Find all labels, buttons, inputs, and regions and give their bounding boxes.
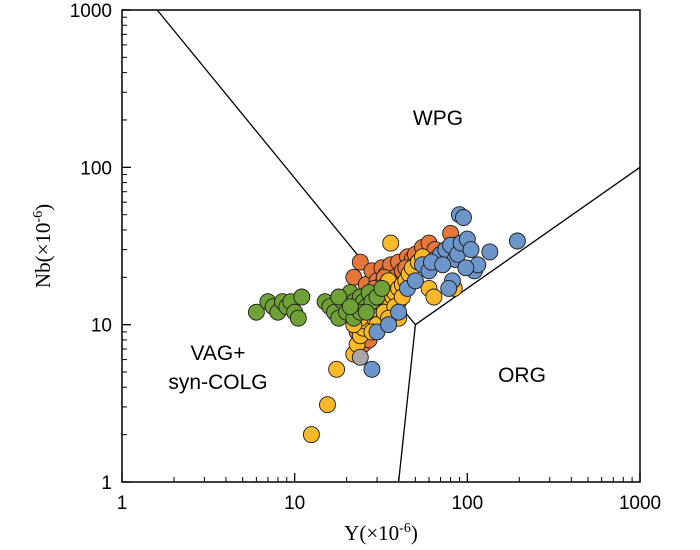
plot-frame bbox=[121, 9, 641, 483]
y-axis-label-exponent: -6 bbox=[31, 211, 46, 223]
data-point bbox=[328, 360, 346, 378]
region-label-vag: syn-COLG bbox=[168, 371, 267, 394]
x-axis-label: Y(×10-6) bbox=[344, 521, 418, 545]
field-boundary-line bbox=[415, 166, 641, 326]
data-point bbox=[247, 303, 265, 321]
data-point bbox=[341, 298, 359, 316]
x-axis-label-exponent: -6 bbox=[399, 521, 411, 536]
region-label-org: ORG bbox=[498, 364, 546, 387]
data-point bbox=[462, 241, 480, 259]
data-point bbox=[406, 272, 424, 290]
y-axis-ticks: 1 10 100 1000 bbox=[70, 1, 131, 494]
data-point bbox=[481, 243, 499, 261]
data-point bbox=[289, 309, 307, 327]
y-tick-label: 100 bbox=[80, 158, 112, 179]
data-point bbox=[302, 426, 320, 444]
x-tick-label: 100 bbox=[451, 493, 483, 514]
data-point bbox=[319, 396, 336, 414]
y-tick-label: 10 bbox=[91, 316, 112, 337]
data-point bbox=[390, 303, 408, 321]
x-tick-label: 1000 bbox=[619, 493, 661, 514]
region-label-vag: VAG+ bbox=[190, 342, 245, 365]
data-point bbox=[351, 348, 369, 366]
x-axis-label-close: ) bbox=[411, 521, 418, 545]
data-point bbox=[380, 316, 398, 334]
data-point bbox=[351, 253, 369, 271]
data-points bbox=[247, 206, 526, 444]
data-point bbox=[434, 256, 452, 274]
data-point bbox=[382, 234, 400, 252]
region-labels: WPG ORG VAG+ syn-COLG bbox=[168, 107, 546, 394]
data-point bbox=[357, 303, 375, 321]
x-tick-label: 10 bbox=[284, 493, 305, 514]
y-axis-label: Nb(×10-6) bbox=[31, 204, 55, 288]
data-point bbox=[455, 209, 472, 226]
data-point bbox=[373, 279, 391, 297]
y-tick-label: 1 bbox=[101, 473, 112, 494]
y-axis-label-base: Nb(×10 bbox=[31, 223, 55, 289]
data-point bbox=[425, 288, 443, 306]
x-tick-label: 1 bbox=[117, 493, 128, 514]
data-point bbox=[440, 279, 458, 297]
data-point bbox=[508, 232, 526, 250]
data-point bbox=[457, 259, 475, 277]
field-boundary-line bbox=[156, 9, 417, 483]
data-point bbox=[363, 360, 381, 378]
y-tick-label: 1000 bbox=[70, 1, 112, 22]
y-axis-label-close: ) bbox=[31, 204, 55, 211]
x-axis-ticks: 1 10 100 1000 bbox=[117, 473, 661, 514]
data-point bbox=[293, 288, 311, 306]
x-axis-label-base: Y(×10 bbox=[344, 521, 399, 545]
region-label-wpg: WPG bbox=[413, 107, 463, 130]
data-point bbox=[330, 288, 348, 306]
